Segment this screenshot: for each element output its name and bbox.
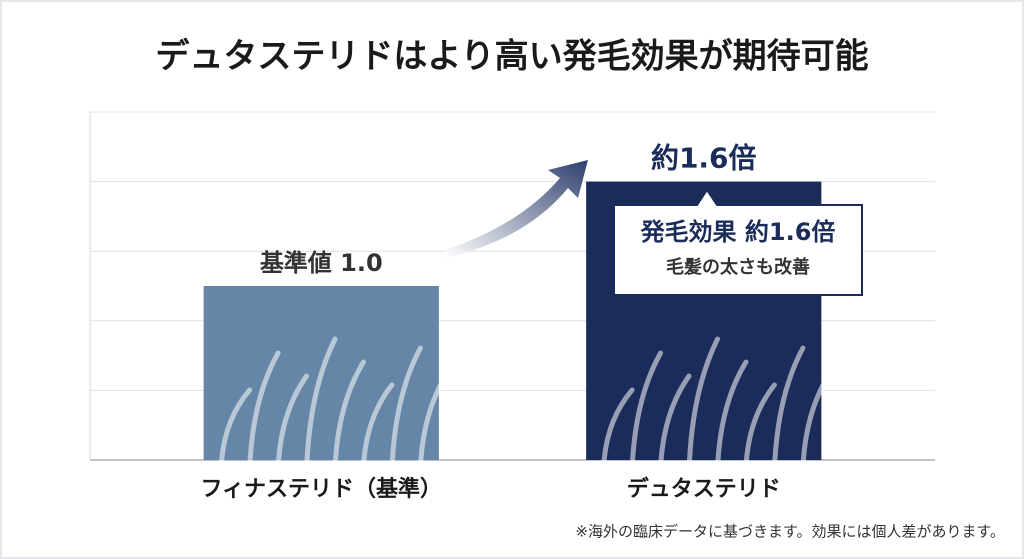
- callout-box: [613, 188, 863, 296]
- x-tick-label: デュタステリド: [627, 476, 781, 502]
- hair-strand: [332, 359, 366, 463]
- hair-decoration: [219, 336, 834, 463]
- value-label: 約1.6倍: [651, 142, 757, 175]
- hair-strand: [687, 336, 721, 463]
- hair-strand: [658, 373, 692, 463]
- hair-strand: [772, 345, 806, 463]
- hair-strand: [601, 387, 635, 463]
- hair-strand: [800, 368, 834, 463]
- footnote: ※海外の臨床データに基づきます。効果には個人差があります。: [575, 523, 1005, 541]
- hair-strand: [743, 382, 777, 463]
- hair-strand: [715, 359, 749, 463]
- annotation: 毛髪の太さも改善: [666, 256, 810, 278]
- value-label: 基準値 1.0: [260, 249, 383, 277]
- hair-strand: [630, 350, 664, 463]
- hair-strand: [304, 336, 338, 463]
- hair-strand: [276, 373, 310, 463]
- arrow: [445, 160, 588, 258]
- hair-strand: [219, 387, 253, 463]
- hair-strand: [418, 368, 452, 463]
- hair-strand: [247, 350, 281, 463]
- x-tick-label: フィナステリド（基準）: [200, 476, 442, 502]
- hair-strand: [389, 345, 423, 463]
- callout: 発毛効果 約1.6倍 毛髪の太さも改善: [613, 188, 863, 296]
- chart-title: デュタステリドはより高い発毛効果が期待可能: [155, 37, 868, 77]
- hair-strand: [361, 382, 395, 463]
- annotation: 発毛効果 約1.6倍: [640, 218, 836, 246]
